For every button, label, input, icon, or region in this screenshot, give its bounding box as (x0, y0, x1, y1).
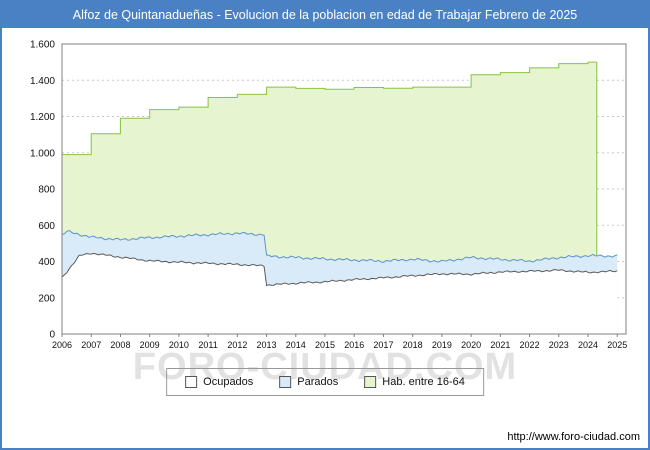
site-url-link[interactable]: http://www.foro-ciudad.com (507, 431, 640, 443)
svg-text:2024: 2024 (578, 340, 598, 350)
svg-text:1.600: 1.600 (30, 40, 55, 51)
legend-swatch-parados (279, 376, 292, 388)
svg-text:2023: 2023 (549, 340, 569, 350)
legend-swatch-ocupados (185, 376, 198, 388)
svg-text:2020: 2020 (461, 340, 481, 350)
legend-label-hab-16-64: Hab. entre 16-64 (382, 376, 465, 388)
legend-label-parados: Parados (297, 376, 339, 388)
svg-text:800: 800 (38, 185, 55, 196)
svg-text:2011: 2011 (198, 340, 217, 350)
svg-text:2007: 2007 (81, 340, 101, 350)
svg-text:2013: 2013 (257, 340, 277, 350)
svg-text:1.400: 1.400 (30, 76, 55, 87)
svg-text:2022: 2022 (520, 340, 540, 350)
legend-swatch-hab-16-64 (364, 376, 377, 388)
chart-legend: Ocupados Parados Hab. entre 16-64 (166, 368, 484, 396)
svg-text:0: 0 (49, 330, 55, 341)
svg-text:200: 200 (38, 293, 55, 304)
legend-label-ocupados: Ocupados (203, 376, 254, 388)
svg-text:2008: 2008 (110, 340, 130, 350)
svg-text:2021: 2021 (490, 340, 510, 350)
legend-item-parados: Parados (279, 376, 338, 388)
svg-text:1.200: 1.200 (30, 112, 55, 123)
population-area-chart: 0 200 400 600 800 1.000 1.200 1.400 1.600 2006 200… (30, 40, 627, 351)
svg-text:2010: 2010 (169, 340, 189, 350)
svg-text:2012: 2012 (227, 340, 247, 350)
svg-text:2018: 2018 (403, 340, 423, 350)
svg-text:2014: 2014 (286, 340, 306, 350)
legend-item-hab-16-64: Hab. entre 16-64 (364, 376, 465, 388)
legend-item-ocupados: Ocupados (185, 376, 253, 388)
svg-text:400: 400 (38, 257, 55, 268)
svg-text:2019: 2019 (432, 340, 452, 350)
svg-text:2009: 2009 (140, 340, 160, 350)
chart-title: Alfoz de Quintanadueñas - Evolucion de l… (2, 2, 648, 28)
svg-text:2016: 2016 (344, 340, 364, 350)
svg-text:2006: 2006 (52, 340, 72, 350)
svg-text:600: 600 (38, 221, 55, 232)
svg-text:2015: 2015 (315, 340, 335, 350)
svg-text:2025: 2025 (607, 340, 627, 350)
chart-area: 0 200 400 600 800 1.000 1.200 1.400 1.600 2006 200… (2, 28, 648, 358)
svg-text:1.000: 1.000 (30, 148, 55, 159)
svg-text:2017: 2017 (373, 340, 393, 350)
